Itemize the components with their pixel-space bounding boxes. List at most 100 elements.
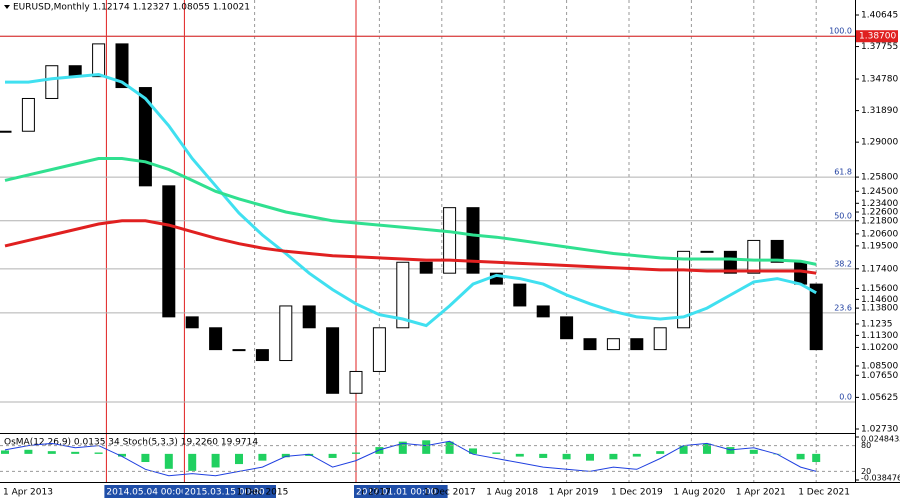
indicator-title: OsMA(12,26,9) 0.0135 34 Stoch(5,3,3) 19.… bbox=[4, 438, 258, 448]
menu-arrow bbox=[4, 5, 10, 9]
osma-bar bbox=[375, 447, 384, 454]
osma-tick-label: 0.0248435 bbox=[861, 435, 900, 444]
moving-average bbox=[5, 72, 817, 328]
y-tick-label: 1.34780 bbox=[861, 75, 898, 85]
y-tick-label: 1.23400 bbox=[861, 199, 898, 209]
candle bbox=[443, 207, 457, 274]
y-tick-label: 1.15600 bbox=[861, 284, 898, 294]
candle bbox=[466, 207, 480, 274]
osma-bar bbox=[352, 452, 360, 454]
y-tick-label: 1.11300 bbox=[861, 331, 898, 341]
y-tick-label: 1.13800 bbox=[861, 304, 898, 314]
candle bbox=[653, 327, 667, 351]
x-tick-label: 1 Aug 2020 bbox=[673, 488, 725, 498]
osma-bar bbox=[539, 453, 548, 458]
y-tick-label: 1.19500 bbox=[861, 241, 898, 251]
osma-bar bbox=[1, 450, 9, 454]
osma-bar bbox=[118, 453, 126, 457]
osma-bar bbox=[679, 445, 688, 454]
candle bbox=[747, 239, 761, 274]
osma-bar bbox=[492, 452, 501, 454]
candle bbox=[302, 305, 316, 329]
candle bbox=[723, 250, 737, 274]
osma-bar bbox=[188, 453, 197, 471]
x-tick-label: 1 Dec 2019 bbox=[611, 488, 663, 498]
y-tick-label: 1.07650 bbox=[861, 371, 898, 381]
y-tick-label: 1.40645 bbox=[861, 11, 898, 21]
y-tick-label: 1.31890 bbox=[861, 106, 898, 116]
osma-bar bbox=[812, 453, 821, 463]
osma-bar bbox=[656, 451, 665, 454]
osma-bar bbox=[398, 441, 407, 454]
candle bbox=[255, 349, 269, 362]
osma-bar bbox=[24, 449, 33, 454]
candle bbox=[45, 65, 59, 99]
y-tick-label: 1.37755 bbox=[861, 42, 898, 52]
chart-title: EURUSD,Monthly 1.12174 1.12327 1.08055 1… bbox=[13, 3, 250, 13]
y-tick-label: 1.17400 bbox=[861, 264, 898, 274]
y-tick-label: 1.24500 bbox=[861, 187, 898, 197]
osma-bar bbox=[796, 453, 805, 460]
candle bbox=[396, 261, 410, 329]
moving-average bbox=[4, 157, 817, 266]
candle bbox=[536, 305, 550, 318]
stoch-line bbox=[4, 440, 817, 477]
y-tick-label: 1.21800 bbox=[861, 216, 898, 226]
fib-label: 100.0 bbox=[829, 27, 852, 36]
osma-bar bbox=[305, 453, 314, 456]
osma-bar bbox=[258, 453, 267, 461]
y-tick-label: 1.20600 bbox=[861, 229, 898, 239]
fib-label: 0.0 bbox=[839, 393, 852, 402]
candle bbox=[583, 338, 597, 351]
x-tick-label: 1 Dec 2017 bbox=[424, 488, 476, 498]
candle bbox=[232, 349, 246, 352]
y-tick-label: 1.05625 bbox=[861, 393, 898, 403]
y-tick-label: 1.25800 bbox=[861, 173, 898, 183]
x-tick-label: 1 Apr 2021 bbox=[736, 488, 786, 498]
osma-bar bbox=[469, 448, 477, 454]
candle bbox=[185, 316, 199, 329]
y-tick-label: 1.22600 bbox=[861, 208, 898, 218]
x-label-highlight bbox=[354, 485, 448, 498]
candle bbox=[513, 283, 527, 307]
candle bbox=[700, 250, 714, 253]
osma-tick-label: -0.038476 bbox=[861, 474, 900, 483]
candle bbox=[419, 261, 433, 274]
osma-bar bbox=[422, 440, 431, 454]
candle bbox=[606, 338, 620, 351]
osma-bar bbox=[328, 453, 337, 458]
osma-bar bbox=[235, 453, 243, 465]
x-tick-label: r 2017 bbox=[361, 488, 390, 498]
osma-bar bbox=[726, 447, 735, 454]
price-label: 1.38700 bbox=[859, 32, 896, 42]
osma-bar bbox=[47, 451, 56, 454]
x-tick-label: 1 Dec 2021 bbox=[798, 488, 850, 498]
candle bbox=[809, 283, 823, 351]
osma-bar bbox=[632, 453, 641, 457]
osma-bar bbox=[164, 453, 173, 469]
x-tick-label: 1 Dec 2015 bbox=[237, 488, 289, 498]
fib-label: 23.6 bbox=[834, 303, 852, 312]
x-tick-label: 1 Apr 2013 bbox=[3, 488, 53, 498]
candle bbox=[209, 327, 223, 351]
osma-bar bbox=[445, 441, 454, 454]
candle bbox=[630, 338, 644, 351]
osma-bar bbox=[562, 453, 571, 460]
x-tick-label: 2017.01.01 00:00 bbox=[356, 488, 437, 498]
y-tick-label: 1.29000 bbox=[861, 138, 898, 148]
candle bbox=[326, 327, 340, 394]
osma-bar bbox=[71, 451, 80, 454]
stoch-tick-label: 80 bbox=[861, 441, 871, 450]
y-tick-label: 1.08500 bbox=[861, 361, 898, 371]
osma-bar bbox=[281, 453, 290, 458]
candle bbox=[21, 97, 35, 132]
candle bbox=[279, 305, 293, 362]
osma-bar bbox=[94, 452, 103, 454]
x-label-highlight bbox=[104, 485, 198, 498]
y-tick-label: 1.10200 bbox=[861, 343, 898, 353]
candle bbox=[372, 327, 386, 372]
candle bbox=[349, 370, 363, 394]
osma-bar bbox=[703, 443, 711, 454]
candle bbox=[770, 239, 784, 263]
